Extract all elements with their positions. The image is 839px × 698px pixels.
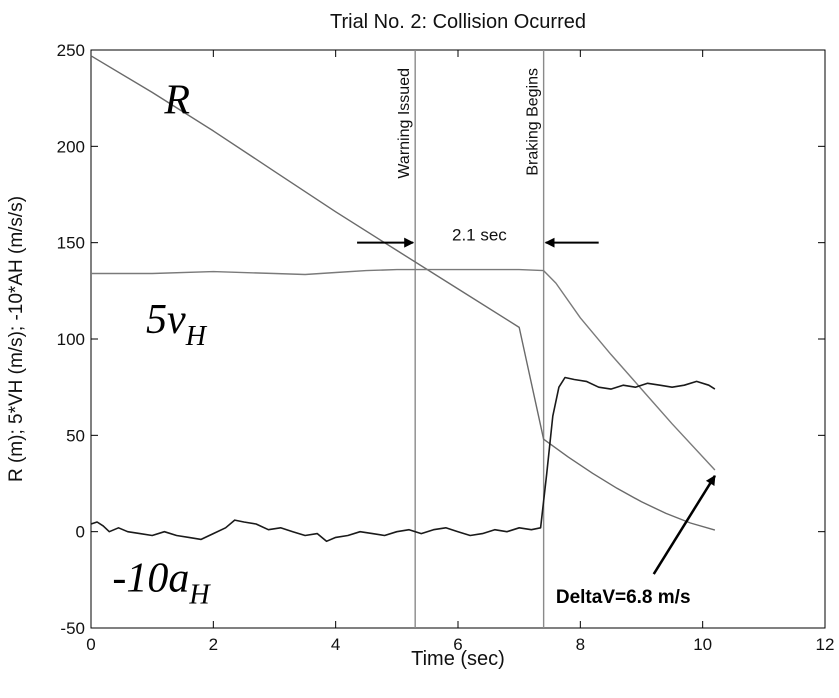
event-line-label: Warning Issued — [396, 68, 413, 179]
y-tick-label: 250 — [57, 41, 85, 60]
curve-label-base: R — [163, 78, 190, 124]
y-tick-label: 100 — [57, 330, 85, 349]
x-axis: 0 2 4 6 8 10 12 — [86, 50, 834, 654]
curve-label-subscript: H — [188, 579, 211, 610]
x-tick-label: 6 — [453, 635, 462, 654]
delta-v-label: DeltaV=6.8 m/s — [556, 587, 691, 608]
y-axis: -50 0 50 100 150 200 250 — [57, 41, 825, 638]
curve-label-r: R — [163, 78, 190, 124]
chart-title: Trial No. 2: Collision Ocurred — [330, 11, 586, 33]
delta-v-arrow — [652, 474, 716, 575]
x-tick-label: 2 — [209, 635, 218, 654]
series-lines — [90, 55, 716, 543]
y-axis-label: R (m); 5*VH (m/s); -10*AH (m/s/s) — [6, 196, 27, 482]
series-line-5v-h — [91, 268, 716, 471]
x-tick-label: 8 — [576, 635, 585, 654]
y-tick-label: 50 — [66, 426, 85, 445]
curve-label-base: -10a — [112, 555, 189, 601]
curve-label--10a-h: -10aH — [112, 555, 211, 610]
series-line--10a-h — [90, 376, 716, 543]
interval-label: 2.1 sec — [452, 226, 507, 245]
x-tick-label: 4 — [331, 635, 340, 654]
curve-label-subscript: H — [185, 321, 208, 352]
series-line-r — [90, 55, 716, 531]
event-lines: Warning Issued Braking Begins — [396, 50, 545, 628]
y-tick-label: 0 — [76, 523, 85, 542]
x-axis-label: Time (sec) — [411, 648, 505, 670]
y-tick-label: -50 — [60, 619, 85, 638]
curve-label-5v-h: 5vH — [146, 297, 208, 352]
event-line-label: Braking Begins — [525, 68, 542, 176]
y-tick-label: 200 — [57, 137, 85, 156]
curve-label-base: 5v — [146, 297, 186, 343]
y-tick-label: 150 — [57, 234, 85, 253]
x-tick-label: 12 — [816, 635, 835, 654]
x-tick-label: 0 — [86, 635, 95, 654]
x-tick-label: 10 — [693, 635, 712, 654]
